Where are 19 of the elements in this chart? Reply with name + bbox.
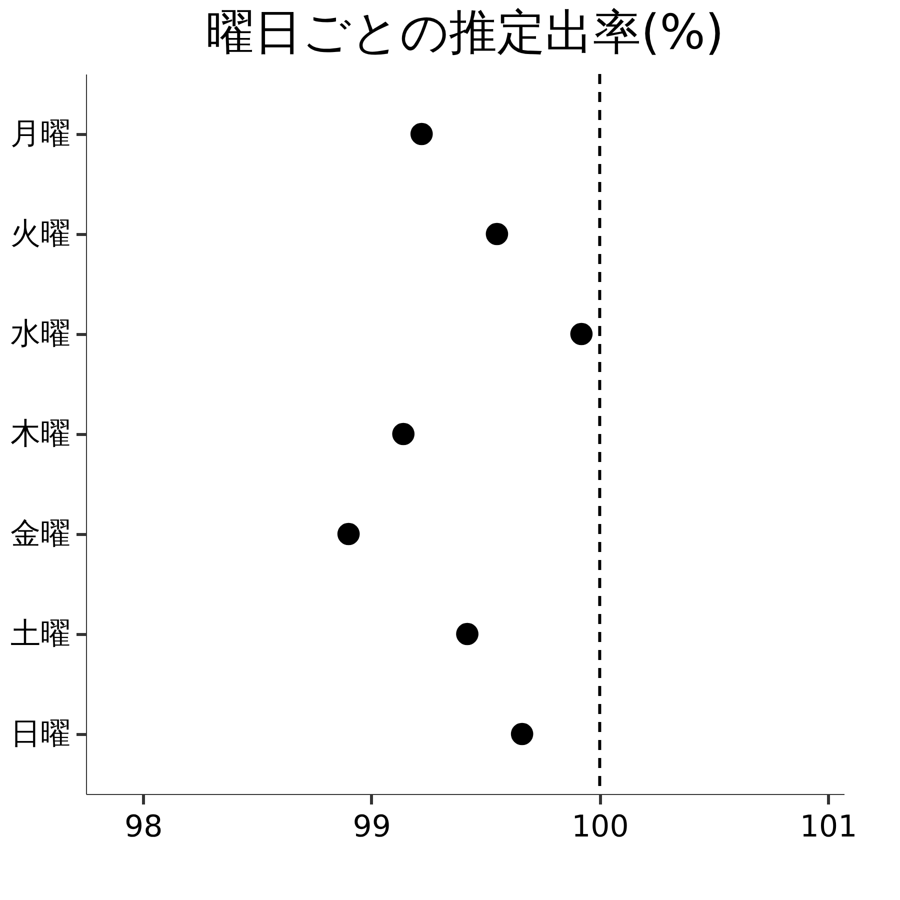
y-tick-label: 日曜 xyxy=(10,716,70,752)
point xyxy=(570,322,593,346)
x-tick-label: 99 xyxy=(352,810,391,844)
x-tick-label: 100 xyxy=(572,810,629,844)
chart-title: 曜日ごとの推定出率(%) xyxy=(206,4,724,60)
x-tick-label: 101 xyxy=(800,810,858,844)
point xyxy=(456,622,478,646)
point xyxy=(410,122,433,146)
y-tick-label: 木曜 xyxy=(10,416,70,452)
point xyxy=(337,522,360,546)
y-tick-label: 金曜 xyxy=(10,516,70,552)
y-tick-label: 火曜 xyxy=(10,216,70,252)
point xyxy=(510,722,534,746)
y-tick-label: 月曜 xyxy=(10,116,70,152)
y-tick-label: 水曜 xyxy=(10,316,70,352)
y-tick-label: 土曜 xyxy=(10,616,70,652)
x-tick-label: 98 xyxy=(124,810,163,844)
point xyxy=(486,222,508,246)
point xyxy=(392,422,415,446)
